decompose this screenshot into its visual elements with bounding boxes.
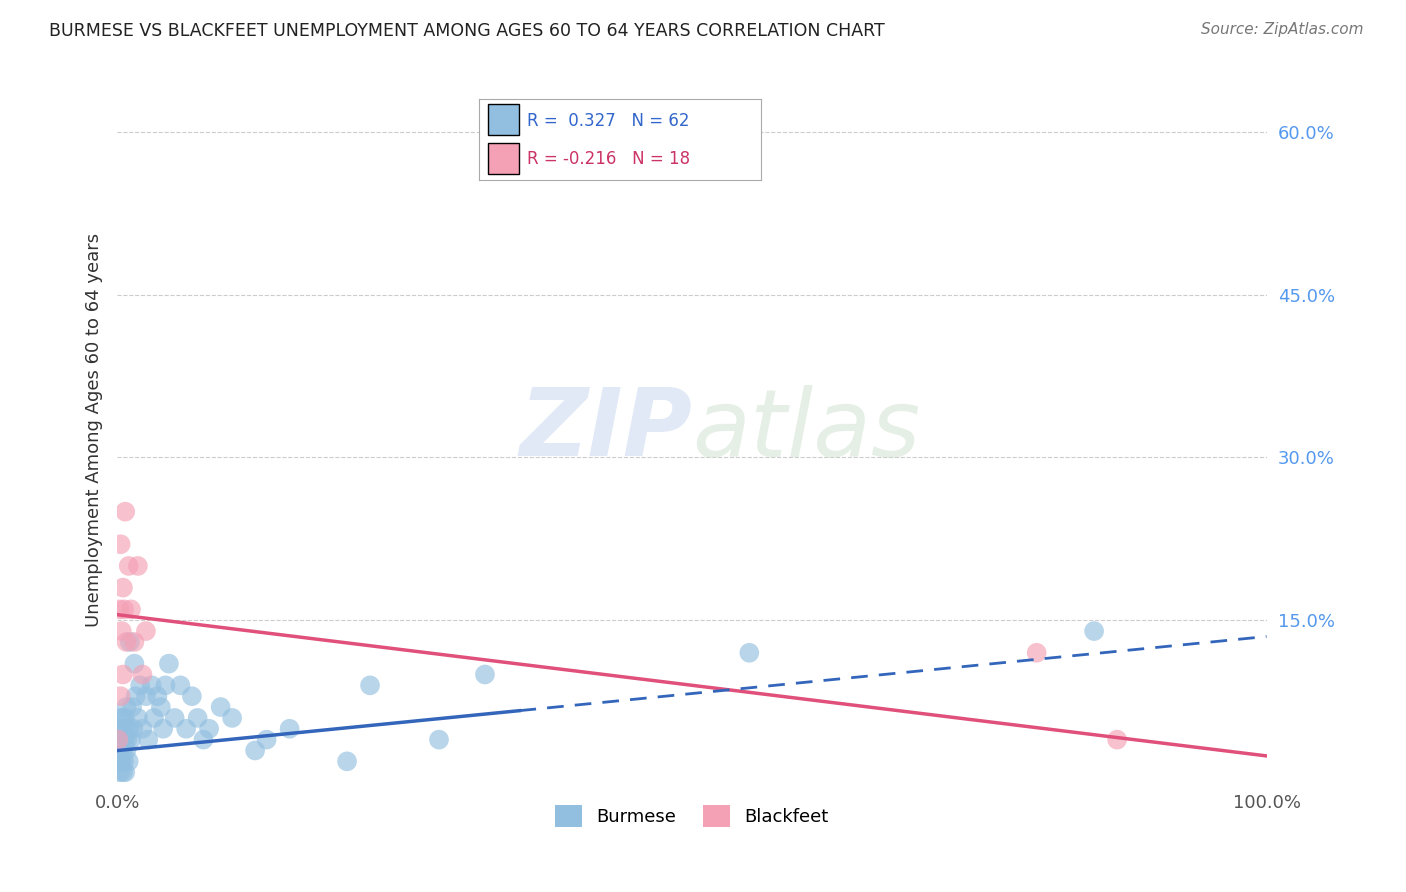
Text: atlas: atlas	[692, 384, 920, 475]
Point	[111, 711, 134, 725]
Point	[107, 755, 129, 769]
Point	[221, 711, 243, 725]
Legend: Burmese, Blackfeet: Burmese, Blackfeet	[547, 797, 837, 834]
Point	[124, 689, 146, 703]
Point	[108, 722, 131, 736]
Point	[256, 732, 278, 747]
Point	[111, 667, 134, 681]
Point	[115, 635, 138, 649]
Point	[110, 537, 132, 551]
Point	[112, 722, 135, 736]
Point	[157, 657, 180, 671]
Point	[135, 689, 157, 703]
Point	[124, 657, 146, 671]
Point	[111, 722, 134, 736]
Point	[146, 689, 169, 703]
Point	[174, 722, 197, 736]
Point	[143, 711, 166, 725]
Point	[141, 678, 163, 692]
Point	[118, 755, 141, 769]
Point	[127, 558, 149, 573]
Point	[111, 743, 134, 757]
Point	[163, 711, 186, 725]
Point	[118, 635, 141, 649]
Point	[114, 732, 136, 747]
Point	[111, 765, 134, 780]
Point	[108, 743, 131, 757]
Point	[115, 743, 138, 757]
Point	[114, 765, 136, 780]
Point	[180, 689, 202, 703]
Point	[115, 700, 138, 714]
Point	[118, 722, 141, 736]
Point	[110, 711, 132, 725]
Point	[127, 711, 149, 725]
Point	[187, 711, 209, 725]
Point	[107, 732, 129, 747]
Point	[155, 678, 177, 692]
Point	[193, 732, 215, 747]
Point	[108, 732, 131, 747]
Text: Source: ZipAtlas.com: Source: ZipAtlas.com	[1201, 22, 1364, 37]
Point	[131, 722, 153, 736]
Point	[111, 732, 134, 747]
Point	[121, 700, 143, 714]
Point	[1107, 732, 1129, 747]
Y-axis label: Unemployment Among Ages 60 to 64 years: Unemployment Among Ages 60 to 64 years	[86, 233, 103, 627]
Point	[120, 732, 142, 747]
Point	[117, 732, 139, 747]
Point	[107, 743, 129, 757]
Point	[110, 755, 132, 769]
Point	[114, 711, 136, 725]
Point	[110, 732, 132, 747]
Point	[131, 667, 153, 681]
Point	[136, 732, 159, 747]
Point	[107, 732, 129, 747]
Point	[738, 646, 761, 660]
Point	[129, 678, 152, 692]
Point	[336, 755, 359, 769]
Text: BURMESE VS BLACKFEET UNEMPLOYMENT AMONG AGES 60 TO 64 YEARS CORRELATION CHART: BURMESE VS BLACKFEET UNEMPLOYMENT AMONG …	[49, 22, 884, 40]
Point	[169, 678, 191, 692]
Point	[359, 678, 381, 692]
Point	[112, 755, 135, 769]
Point	[111, 624, 134, 638]
Point	[198, 722, 221, 736]
Point	[1025, 646, 1047, 660]
Point	[209, 700, 232, 714]
Point	[149, 700, 172, 714]
Point	[474, 667, 496, 681]
Point	[118, 558, 141, 573]
Point	[122, 722, 145, 736]
Point	[135, 624, 157, 638]
Point	[124, 635, 146, 649]
Text: ZIP: ZIP	[519, 384, 692, 476]
Point	[111, 581, 134, 595]
Point	[112, 602, 135, 616]
Point	[108, 765, 131, 780]
Point	[427, 732, 450, 747]
Point	[1083, 624, 1105, 638]
Point	[114, 505, 136, 519]
Point	[243, 743, 266, 757]
Point	[152, 722, 174, 736]
Point	[111, 755, 134, 769]
Point	[278, 722, 301, 736]
Point	[110, 689, 132, 703]
Point	[108, 602, 131, 616]
Point	[120, 602, 142, 616]
